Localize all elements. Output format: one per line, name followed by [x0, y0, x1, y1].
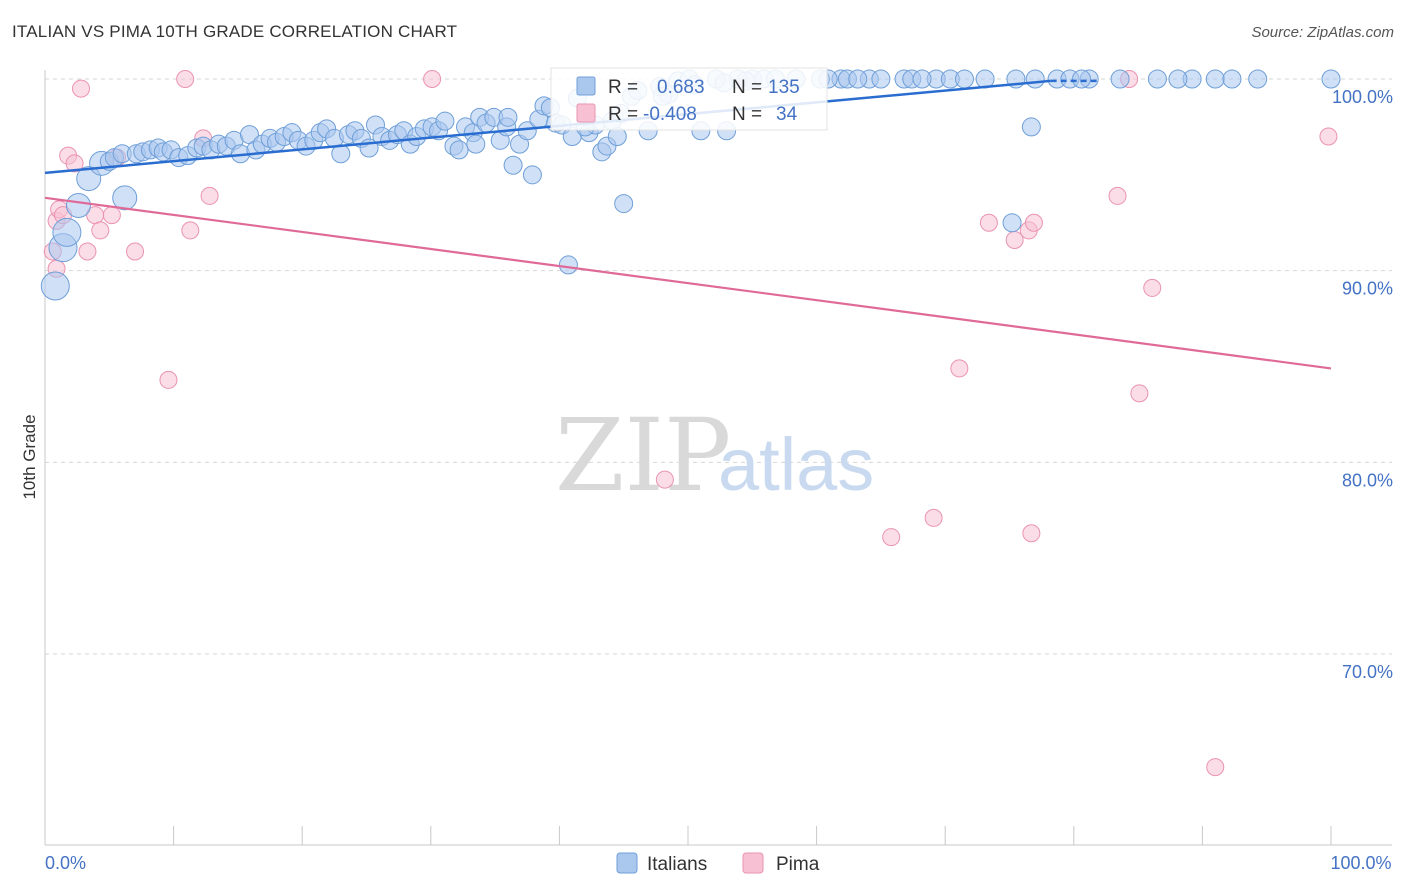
- trend-lines: [44, 79, 1332, 370]
- pima-point[interactable]: [1024, 213, 1043, 232]
- italians-point[interactable]: [558, 255, 578, 275]
- italians-point[interactable]: [522, 165, 542, 185]
- stats-italians-r-label: R =: [608, 77, 638, 98]
- italians-point[interactable]: [1321, 69, 1341, 89]
- stats-italians-swatch: [576, 76, 596, 96]
- stats-italians-n-label: N =: [732, 77, 762, 98]
- pima-point[interactable]: [950, 359, 969, 378]
- pima-point[interactable]: [1143, 278, 1162, 297]
- italians-point[interactable]: [435, 111, 455, 131]
- italians-point[interactable]: [1248, 69, 1268, 89]
- pima-point[interactable]: [65, 154, 84, 173]
- italians-point[interactable]: [1021, 117, 1041, 137]
- pima-point[interactable]: [181, 221, 200, 240]
- pima-point[interactable]: [72, 79, 91, 98]
- pima-series: [43, 70, 1338, 777]
- pima-point[interactable]: [176, 70, 195, 88]
- pima-point[interactable]: [102, 206, 121, 225]
- pima-point[interactable]: [979, 213, 998, 232]
- pima-point[interactable]: [126, 242, 145, 261]
- y-axis-label: 10th Grade: [20, 414, 39, 499]
- italians-point[interactable]: [614, 194, 634, 214]
- italians-point[interactable]: [1025, 69, 1045, 89]
- italians-point[interactable]: [871, 69, 891, 89]
- pima-point[interactable]: [78, 242, 97, 261]
- pima-point[interactable]: [1130, 384, 1149, 403]
- stats-italians-r-value: 0.683: [657, 77, 705, 98]
- stats-pima-r-value: -0.408: [643, 104, 697, 125]
- source-credit: Source: ZipAtlas.com: [1251, 24, 1394, 41]
- watermark-atlas: atlas: [718, 423, 874, 506]
- italians-point[interactable]: [112, 185, 138, 211]
- pima-point[interactable]: [1319, 127, 1338, 146]
- italians-point[interactable]: [466, 134, 486, 154]
- legend: Italians Pima: [616, 852, 820, 875]
- axes: [44, 70, 1392, 846]
- legend-italians-swatch[interactable]: [616, 852, 638, 874]
- stats-pima-r-label: R =: [608, 104, 638, 125]
- y-tick-labels: 100.0% 90.0% 80.0% 70.0%: [1332, 87, 1393, 682]
- italians-point[interactable]: [449, 140, 469, 160]
- italians-point[interactable]: [1205, 69, 1225, 89]
- watermark-zip: ZIP: [555, 397, 731, 514]
- pima-point[interactable]: [423, 70, 442, 88]
- stats-box: R = 0.683 N = 135 R = -0.408 N = 34: [550, 67, 828, 131]
- italians-point[interactable]: [498, 107, 518, 127]
- stats-italians-n-value: 135: [768, 77, 800, 98]
- pima-point[interactable]: [91, 221, 110, 240]
- x-tick-labels: 0.0% 100.0%: [45, 853, 1392, 873]
- x-tick-label: 0.0%: [45, 853, 86, 873]
- stats-pima-n-label: N =: [732, 104, 762, 125]
- italians-point[interactable]: [503, 155, 523, 175]
- italians-point[interactable]: [954, 69, 974, 89]
- y-tick-label: 90.0%: [1342, 279, 1393, 299]
- pima-point[interactable]: [924, 508, 943, 527]
- italians-point[interactable]: [1168, 69, 1188, 89]
- grid-lines: [45, 78, 1392, 655]
- pima-point[interactable]: [1108, 186, 1127, 205]
- italians-point[interactable]: [1147, 69, 1167, 89]
- pima-point[interactable]: [882, 528, 901, 547]
- pima-point[interactable]: [159, 370, 178, 389]
- italians-point[interactable]: [40, 271, 70, 301]
- italians-point[interactable]: [65, 193, 91, 218]
- legend-italians-label[interactable]: Italians: [647, 854, 707, 875]
- pima-point[interactable]: [200, 186, 219, 205]
- x-tick-marks: [173, 826, 1332, 845]
- italians-point[interactable]: [1002, 213, 1022, 233]
- italians-point[interactable]: [912, 69, 932, 89]
- italians-point[interactable]: [1222, 69, 1242, 89]
- y-tick-label: 70.0%: [1342, 662, 1393, 682]
- pima-trend-line: [44, 196, 1332, 370]
- italians-point[interactable]: [1072, 69, 1092, 89]
- legend-pima-swatch[interactable]: [742, 852, 764, 874]
- stats-pima-swatch: [576, 103, 596, 123]
- y-tick-label: 100.0%: [1332, 87, 1393, 107]
- watermark: ZIP atlas: [555, 397, 874, 514]
- y-tick-label: 80.0%: [1342, 470, 1393, 490]
- stats-pima-n-value: 34: [776, 104, 798, 125]
- italians-trend-line: [44, 79, 1051, 175]
- x-tick-label: 100.0%: [1330, 853, 1391, 873]
- stats-box-frame: [550, 67, 828, 131]
- pima-point[interactable]: [1022, 524, 1041, 543]
- italians-point[interactable]: [1110, 69, 1130, 89]
- italians-point[interactable]: [52, 217, 82, 247]
- pima-point[interactable]: [1206, 758, 1225, 777]
- pima-point[interactable]: [655, 470, 674, 489]
- legend-pima-label[interactable]: Pima: [776, 854, 820, 875]
- chart-title: ITALIAN VS PIMA 10TH GRADE CORRELATION C…: [12, 22, 458, 41]
- italians-point[interactable]: [848, 69, 868, 89]
